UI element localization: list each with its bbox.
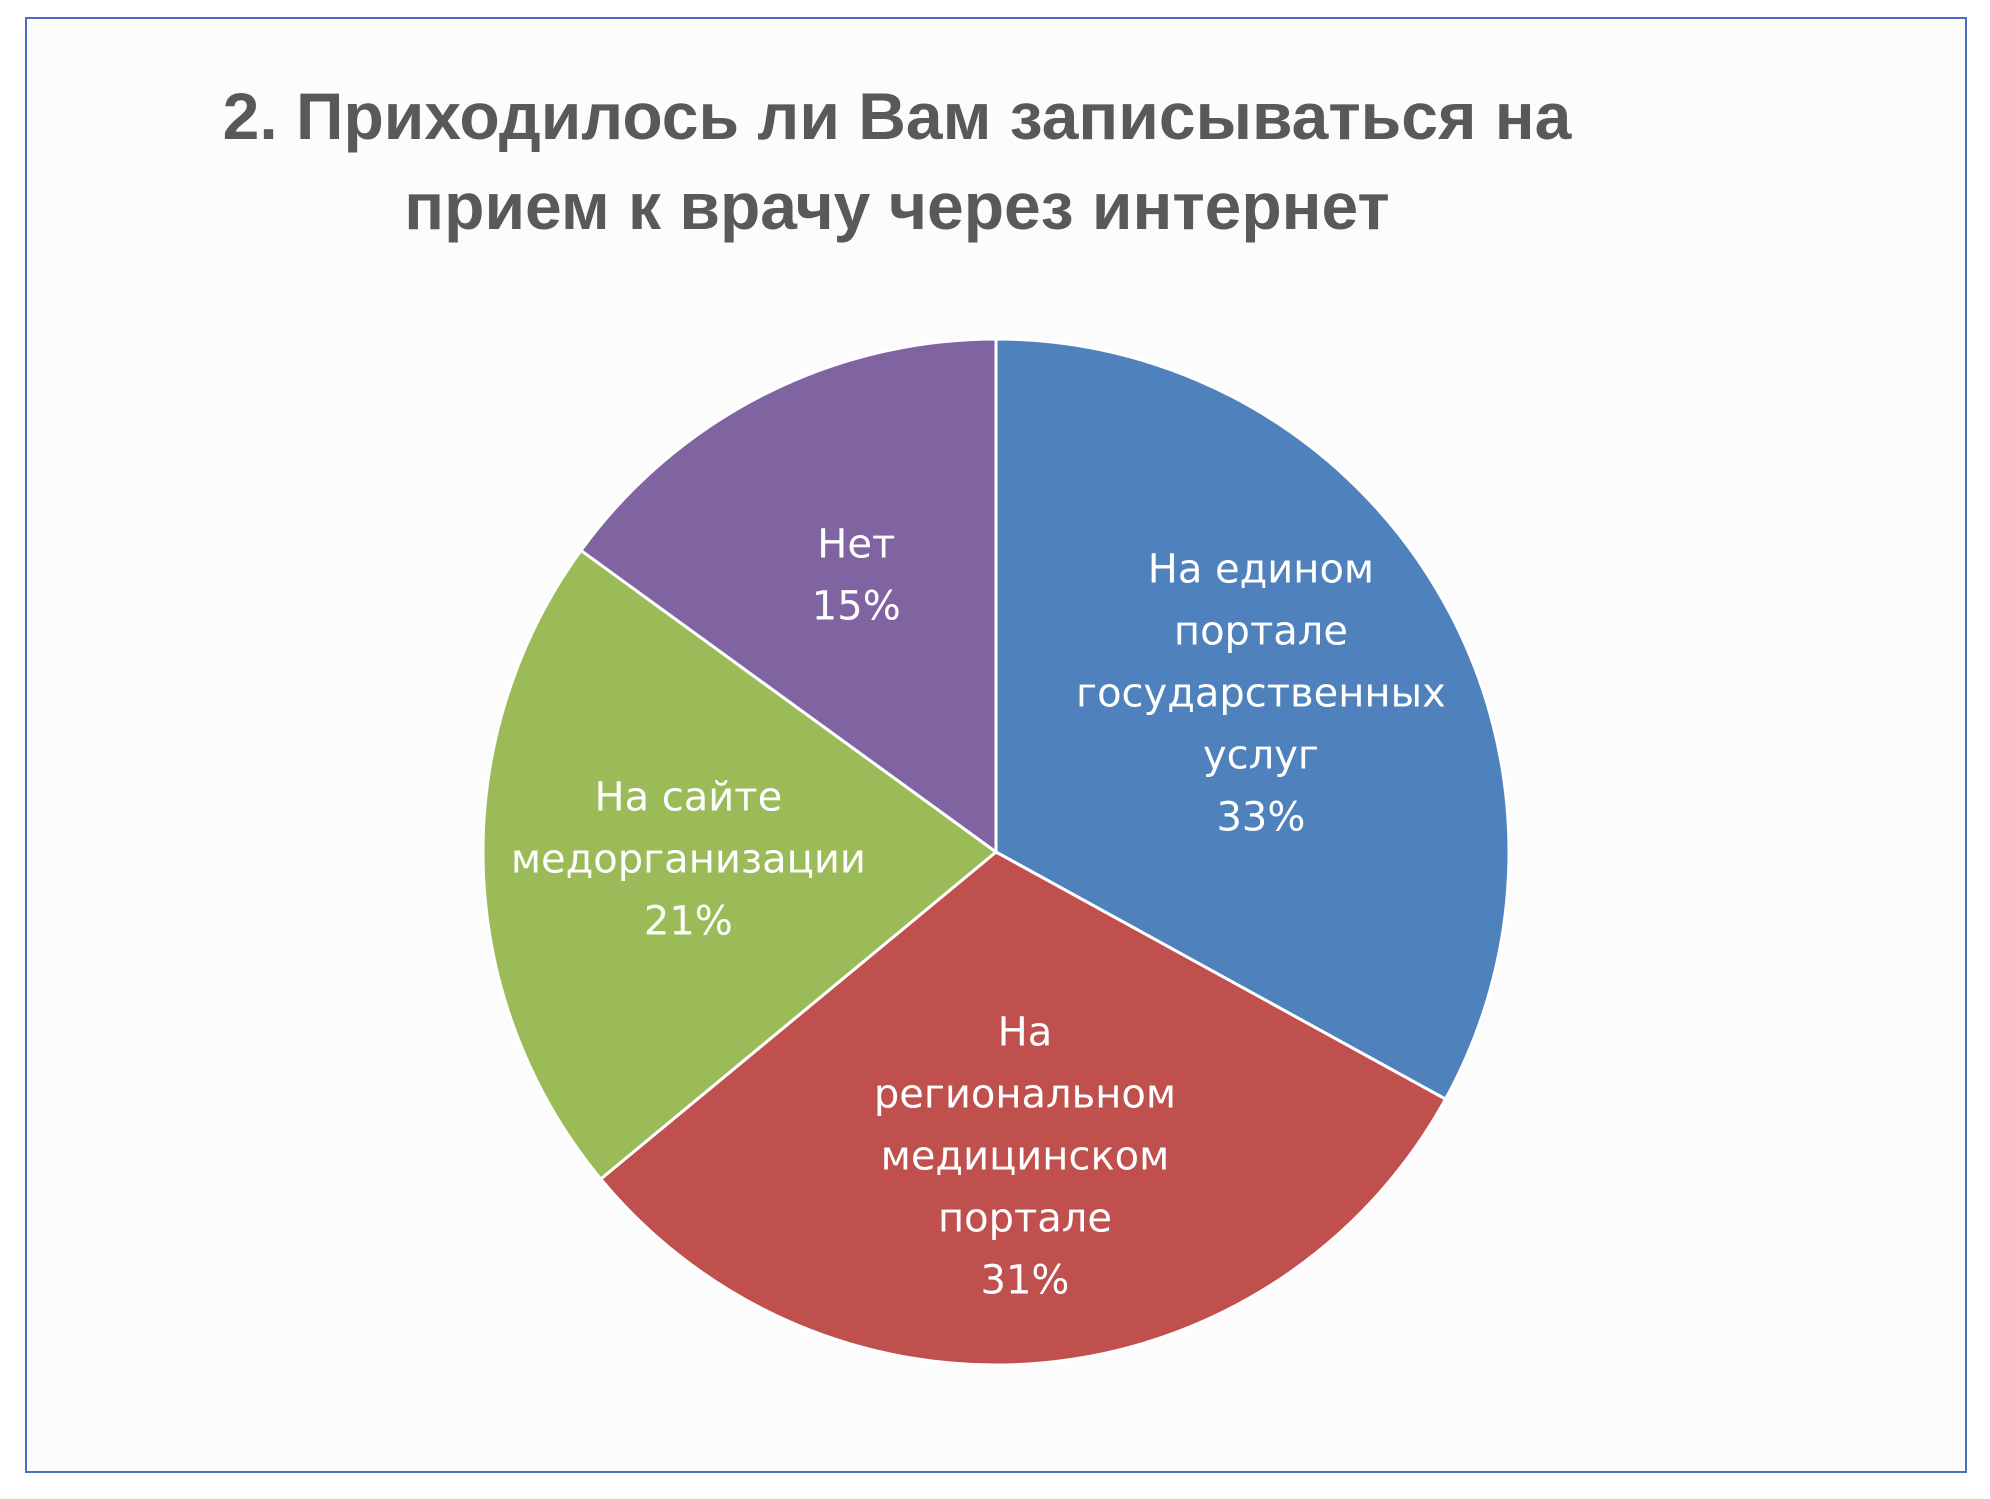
slice-label-0: На едином портале государственных услуг 33%: [1076, 546, 1446, 840]
pie-slice-3: [578, 337, 998, 855]
pie-slice-1: [598, 850, 1448, 1367]
slice-category-label: услуг: [1203, 732, 1319, 778]
slice-percent-label: 15%: [812, 584, 901, 630]
slice-label-1: На региональном медицинском портале 31%: [874, 1009, 1176, 1303]
chart-title-line-1: 2. Приходилось ли Вам записываться на: [222, 79, 1572, 153]
slice-category-label: региональном: [874, 1071, 1176, 1117]
slice-percent-label: 33%: [1216, 794, 1305, 840]
slice-label-3: Нет 15%: [812, 522, 901, 630]
slice-category-label: государственных: [1076, 670, 1446, 716]
slice-label-2: На сайте медорганизации 21%: [511, 775, 866, 945]
slice-category-label: На едином: [1148, 546, 1374, 592]
slice-category-label: медорганизации: [511, 837, 866, 883]
slice-category-label: На: [998, 1009, 1053, 1055]
slice-category-label: На сайте: [594, 775, 782, 821]
slice-category-label: Нет: [817, 522, 895, 568]
slice-category-label: портале: [938, 1195, 1112, 1241]
slice-percent-label: 31%: [981, 1257, 1070, 1303]
pie-slice-0: [994, 337, 1511, 1102]
chart-title-line-2: прием к врачу через интернет: [404, 169, 1390, 243]
pie-slice-2: [481, 548, 999, 1182]
slice-category-label: медицинском: [881, 1133, 1170, 1179]
chart-title: 2. Приходилось ли Вам записываться на пр…: [27, 71, 1767, 251]
slice-percent-label: 21%: [644, 899, 733, 945]
slice-category-label: портале: [1174, 608, 1348, 654]
